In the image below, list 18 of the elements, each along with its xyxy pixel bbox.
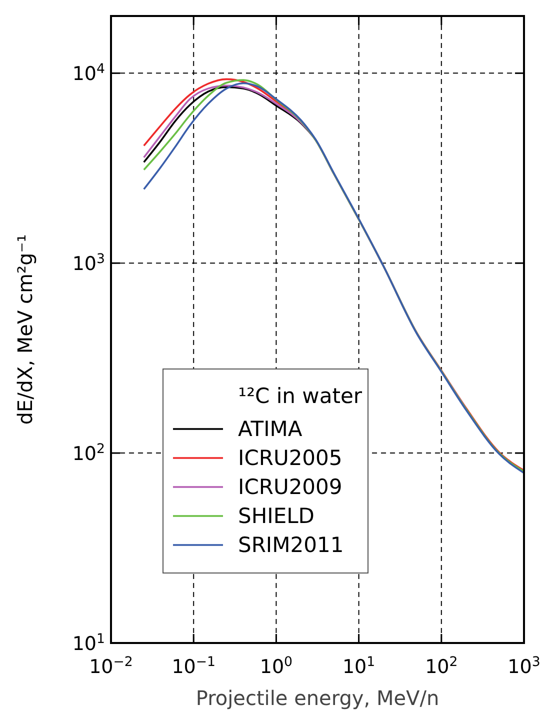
x-tick-label: 10$^{3}$ <box>508 654 540 678</box>
legend-label: ICRU2009 <box>238 475 342 499</box>
y-axis-title: dE/dX, MeV cm²g⁻¹ <box>13 234 37 425</box>
y-tick-label: 10$^{2}$ <box>72 442 105 466</box>
x-tick-label: 10$^{−1}$ <box>172 654 216 678</box>
y-tick-label: 10$^{4}$ <box>72 62 105 86</box>
y-tick-label: 10$^{3}$ <box>72 252 105 276</box>
legend-title: ¹²C in water <box>238 384 362 408</box>
x-tick-label: 10$^{−2}$ <box>89 654 133 678</box>
legend-label: SRIM2011 <box>238 533 344 557</box>
legend-label: ATIMA <box>238 417 303 441</box>
x-tick-label: 10$^{2}$ <box>425 654 458 678</box>
x-tick-label: 10$^{0}$ <box>260 654 293 678</box>
x-tick-label: 10$^{1}$ <box>342 654 376 678</box>
legend-label: SHIELD <box>238 504 314 528</box>
x-axis-title: Projectile energy, MeV/n <box>196 686 440 710</box>
y-tick-label: 10$^{1}$ <box>72 632 105 655</box>
legend-label: ICRU2005 <box>238 446 342 470</box>
